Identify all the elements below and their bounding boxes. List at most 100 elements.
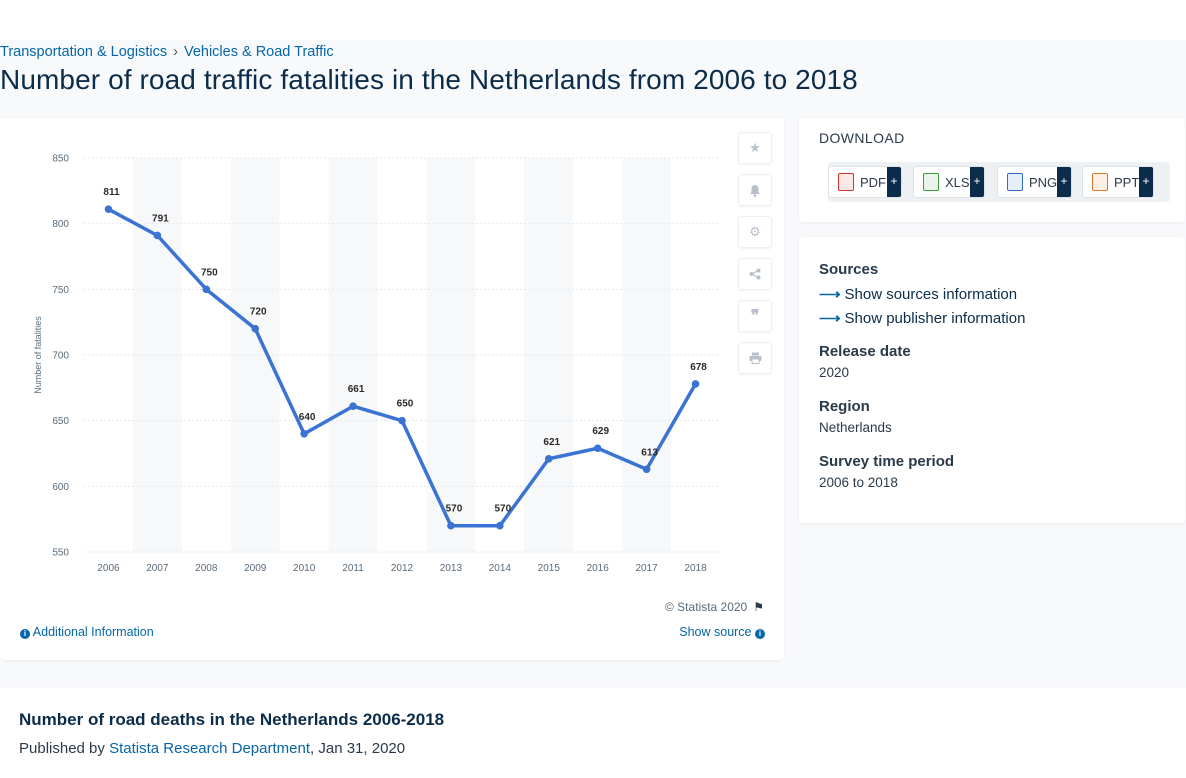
copyright-text: © Statista 2020 [665, 600, 748, 614]
data-label: 613 [641, 447, 658, 458]
show-sources-link[interactable]: ⟶ Show sources information [819, 285, 1017, 303]
share-button[interactable] [738, 258, 772, 290]
survey-period-value: 2006 to 2018 [819, 475, 898, 490]
download-png-label: PNG [1029, 174, 1058, 190]
data-label: 640 [299, 412, 316, 423]
statistic-info-panel: Sources ⟶ Show sources information ⟶ Show … [799, 237, 1185, 523]
published-prefix: Published by [19, 740, 105, 757]
additional-information-label: Additional Information [32, 625, 154, 639]
column-band [622, 158, 672, 552]
data-label: 750 [201, 267, 218, 278]
y-tick-label: 800 [52, 219, 69, 230]
share-icon [749, 268, 761, 280]
x-tick-label: 2016 [587, 563, 610, 574]
download-png-button[interactable]: PNG + [997, 166, 1072, 198]
data-point [349, 402, 357, 411]
survey-period-label: Survey time period [819, 453, 955, 470]
show-source-link[interactable]: Show source i [679, 625, 765, 639]
xls-file-icon [923, 173, 939, 191]
data-label: 678 [690, 362, 707, 373]
x-tick-label: 2018 [684, 563, 707, 574]
download-xls-label: XLS [945, 174, 970, 190]
download-panel: DOWNLOAD PDF + XLS + PNG + PPT + [799, 118, 1185, 222]
download-pdf-label: PDF [860, 174, 886, 190]
y-tick-label: 700 [52, 351, 69, 362]
print-button[interactable] [738, 342, 772, 374]
chart-card: 550 600 650 700 750 800 850 2006 2007 2008 2009 201… [0, 118, 784, 660]
info-icon: i [755, 629, 765, 639]
region-value: Netherlands [819, 420, 892, 435]
breadcrumb-separator: › [173, 44, 178, 60]
data-label: 650 [397, 399, 414, 410]
page-title: Number of road traffic fatalities in the… [0, 64, 858, 95]
breadcrumb: Transportation & Logistics › Vehicles & Ro… [0, 44, 334, 60]
show-source-label: Show source [679, 625, 752, 639]
arrow-right-icon: ⟶ [819, 310, 841, 327]
arrow-right-icon: ⟶ [819, 286, 841, 303]
x-tick-label: 2011 [342, 563, 364, 574]
x-tick-label: 2013 [440, 563, 463, 574]
data-label: 621 [543, 437, 560, 448]
data-point [153, 231, 162, 240]
y-tick-label: 650 [52, 416, 69, 427]
show-publisher-label: Show publisher information [844, 310, 1026, 327]
x-tick-label: 2007 [146, 563, 169, 574]
pdf-file-icon [838, 173, 854, 191]
download-xls-button[interactable]: XLS + [913, 166, 985, 198]
column-band [426, 158, 476, 552]
sources-label: Sources [819, 261, 879, 278]
x-tick-label: 2010 [293, 563, 316, 574]
publisher-link[interactable]: Statista Research Department [109, 740, 311, 757]
x-tick-label: 2017 [635, 563, 658, 574]
x-tick-label: 2012 [391, 563, 414, 574]
data-label: 570 [446, 504, 463, 515]
additional-information-link[interactable]: i Additional Information [20, 625, 154, 639]
description-card: Number of road deaths in the Netherlands… [0, 688, 1186, 778]
data-point [251, 324, 260, 333]
gear-icon: ⚙ [749, 224, 761, 239]
download-button-group: PDF + XLS + PNG + PPT + [828, 162, 1170, 202]
plus-icon: + [887, 167, 901, 197]
data-point [642, 465, 651, 474]
download-heading: DOWNLOAD [819, 130, 905, 146]
plus-icon: + [1057, 167, 1071, 197]
bell-icon [750, 184, 760, 197]
data-label: 629 [592, 426, 609, 437]
cite-button[interactable]: ❞ [738, 300, 772, 332]
data-label: 811 [103, 187, 120, 198]
column-band [230, 158, 280, 552]
y-tick-label: 750 [52, 285, 69, 296]
top-band [0, 0, 1186, 40]
settings-button[interactable]: ⚙ [738, 216, 772, 248]
show-sources-label: Show sources information [844, 286, 1018, 303]
y-axis-label: Number of fatalities [33, 316, 43, 394]
x-tick-label: 2006 [97, 563, 120, 574]
notification-button[interactable] [738, 174, 772, 206]
show-publisher-link[interactable]: ⟶ Show publisher information [819, 309, 1025, 327]
star-icon: ★ [749, 140, 761, 155]
favorite-button[interactable]: ★ [738, 132, 772, 164]
data-point [593, 444, 602, 453]
data-label: 570 [495, 504, 512, 515]
data-point [300, 430, 308, 438]
plus-icon: + [1139, 167, 1153, 197]
info-icon: i [20, 629, 30, 639]
description-title: Number of road deaths in the Netherlands… [19, 710, 445, 729]
region-label: Region [819, 398, 870, 415]
png-file-icon [1007, 173, 1023, 191]
x-tick-label: 2015 [538, 563, 561, 574]
data-point [202, 285, 211, 294]
data-label: 661 [348, 384, 365, 395]
data-point [398, 416, 406, 425]
flag-icon[interactable]: ⚑ [753, 600, 764, 614]
download-pdf-button[interactable]: PDF + [828, 166, 902, 198]
breadcrumb-link-vehicles[interactable]: Vehicles & Road Traffic [183, 44, 334, 60]
breadcrumb-link-transportation[interactable]: Transportation & Logistics [0, 44, 168, 60]
data-label: 791 [152, 213, 169, 224]
download-ppt-label: PPT [1114, 174, 1140, 190]
plus-icon: + [970, 167, 984, 197]
line-chart: 550 600 650 700 750 800 850 2006 2007 2008 2009 201… [33, 154, 720, 574]
download-ppt-button[interactable]: PPT + [1082, 166, 1154, 198]
release-date-value: 2020 [819, 365, 850, 380]
data-point [104, 205, 113, 214]
